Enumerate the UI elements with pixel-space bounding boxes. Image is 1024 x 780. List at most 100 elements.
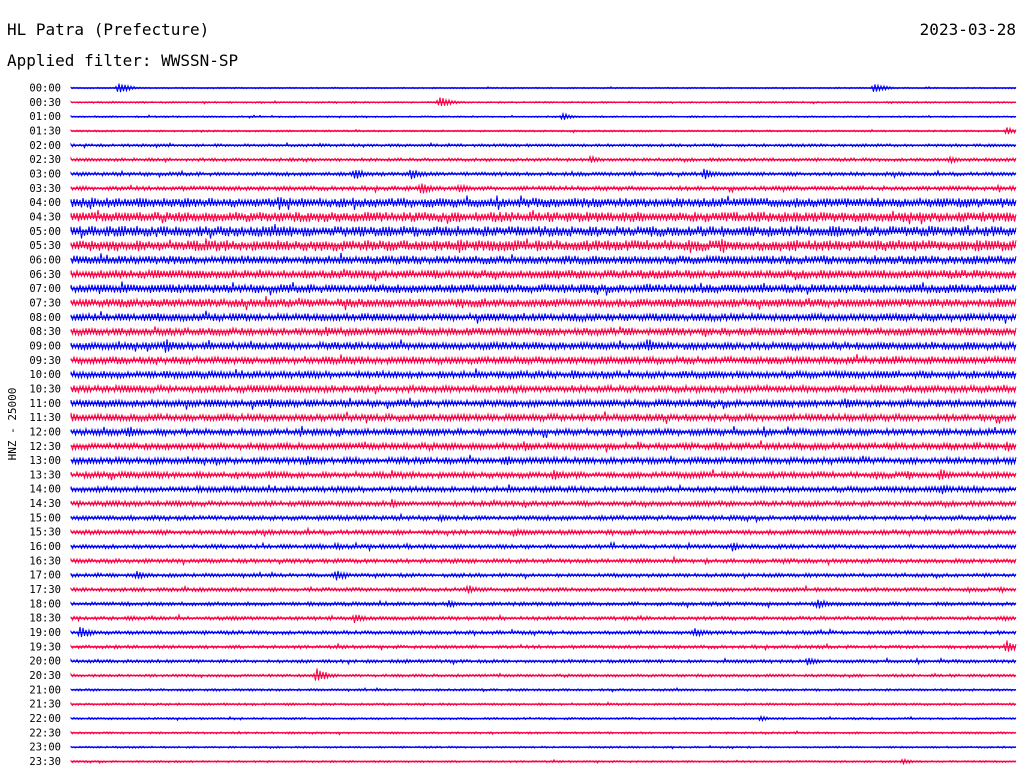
hour-label: 15:30 — [29, 527, 61, 539]
hour-label: 03:00 — [29, 168, 61, 180]
hour-label: 20:00 — [29, 656, 61, 668]
trace-row: 17:00 — [29, 570, 1017, 582]
trace-row: 14:30 — [29, 498, 1017, 510]
hour-label: 23:00 — [29, 742, 61, 754]
trace-row: 11:00 — [29, 397, 1017, 410]
trace-row: 00:00 — [29, 83, 1017, 95]
hour-label: 03:30 — [29, 183, 61, 195]
hour-label: 14:00 — [29, 484, 61, 496]
hour-label: 15:00 — [29, 512, 61, 524]
trace-row: 18:00 — [29, 598, 1017, 610]
hour-label: 16:00 — [29, 541, 61, 553]
trace-row: 04:00 — [29, 195, 1017, 210]
hour-label: 04:00 — [29, 197, 61, 209]
trace-row: 13:30 — [29, 469, 1017, 481]
hour-label: 19:00 — [29, 627, 61, 639]
trace-row: 04:30 — [29, 209, 1017, 225]
seismic-trace — [70, 668, 1017, 681]
hour-label: 22:00 — [29, 713, 61, 725]
hour-label: 09:00 — [29, 340, 61, 352]
hour-label: 07:00 — [29, 283, 61, 295]
trace-row: 19:00 — [29, 626, 1017, 639]
trace-rows: 00:00 00:30 01:00 01:30 02:00 02:30 03:00 03:30… — [29, 83, 1017, 768]
trace-row: 06:30 — [29, 268, 1017, 282]
hour-label: 01:00 — [29, 111, 61, 123]
hour-label: 17:30 — [29, 584, 61, 596]
trace-row: 19:30 — [29, 640, 1017, 653]
hour-label: 09:30 — [29, 355, 61, 367]
hour-label: 11:00 — [29, 398, 61, 410]
trace-row: 10:00 — [29, 368, 1017, 381]
trace-row: 17:30 — [29, 584, 1017, 596]
trace-row: 09:00 — [29, 339, 1017, 353]
trace-row: 14:00 — [29, 483, 1017, 496]
trace-row: 07:30 — [29, 296, 1017, 311]
hour-label: 18:30 — [29, 613, 61, 625]
hour-label: 13:30 — [29, 469, 61, 481]
trace-row: 20:00 — [29, 656, 1017, 668]
seismic-trace — [70, 268, 1017, 282]
trace-row: 12:00 — [29, 425, 1017, 438]
hour-label: 23:30 — [29, 756, 61, 768]
filter-label: Applied filter: WWSSN-SP — [7, 51, 239, 70]
seismic-trace — [70, 483, 1017, 495]
hour-label: 01:30 — [29, 125, 61, 137]
trace-row: 08:30 — [29, 325, 1017, 338]
trace-row: 16:30 — [29, 555, 1017, 567]
trace-row: 13:00 — [29, 454, 1017, 467]
trace-row: 06:00 — [29, 252, 1017, 266]
hour-label: 16:30 — [29, 555, 61, 567]
hour-label: 02:30 — [29, 154, 61, 166]
hour-label: 05:00 — [29, 226, 61, 238]
seismic-trace — [70, 281, 1017, 296]
hour-label: 12:00 — [29, 426, 61, 438]
hour-label: 08:30 — [29, 326, 61, 338]
hour-label: 05:30 — [29, 240, 61, 252]
trace-row: 00:30 — [29, 97, 1017, 109]
seismic-trace — [70, 354, 1017, 366]
trace-row: 22:30 — [29, 727, 1017, 739]
trace-row: 15:30 — [29, 526, 1017, 539]
hour-label: 13:00 — [29, 455, 61, 467]
trace-row: 02:30 — [29, 154, 1017, 166]
trace-row: 15:00 — [29, 512, 1017, 524]
trace-row: 22:00 — [29, 713, 1017, 725]
seismic-trace — [70, 640, 1017, 652]
station-title: HL Patra (Prefecture) — [7, 20, 210, 39]
hour-label: 11:30 — [29, 412, 61, 424]
channel-axis-label: HNZ - 25000 — [6, 388, 19, 461]
hour-label: 06:30 — [29, 269, 61, 281]
hour-label: 02:00 — [29, 140, 61, 152]
hour-label: 10:30 — [29, 383, 61, 395]
hour-label: 10:00 — [29, 369, 61, 381]
trace-row: 23:00 — [29, 742, 1017, 754]
trace-row: 21:00 — [29, 684, 1017, 696]
trace-row: 01:30 — [29, 125, 1017, 137]
trace-row: 02:00 — [29, 140, 1017, 152]
hour-label: 21:30 — [29, 699, 61, 711]
trace-row: 20:30 — [29, 668, 1017, 682]
trace-row: 16:00 — [29, 540, 1017, 553]
trace-row: 12:30 — [29, 440, 1017, 453]
hour-label: 00:00 — [29, 83, 61, 95]
hour-label: 08:00 — [29, 312, 61, 324]
trace-row: 11:30 — [29, 411, 1017, 424]
trace-row: 21:30 — [29, 699, 1017, 711]
trace-row: 07:00 — [29, 281, 1017, 296]
hour-label: 17:00 — [29, 570, 61, 582]
hour-label: 00:30 — [29, 97, 61, 109]
trace-row: 05:30 — [29, 238, 1017, 253]
hour-label: 07:30 — [29, 297, 61, 309]
hour-label: 12:30 — [29, 441, 61, 453]
trace-row: 18:30 — [29, 613, 1017, 625]
hour-label: 06:00 — [29, 254, 61, 266]
seismic-trace — [70, 425, 1017, 438]
hour-label: 20:30 — [29, 670, 61, 682]
hour-label: 04:30 — [29, 211, 61, 223]
trace-row: 10:30 — [29, 383, 1017, 395]
trace-row: 01:00 — [29, 111, 1017, 123]
hour-label: 22:30 — [29, 727, 61, 739]
hour-label: 14:30 — [29, 498, 61, 510]
hour-label: 18:00 — [29, 598, 61, 610]
